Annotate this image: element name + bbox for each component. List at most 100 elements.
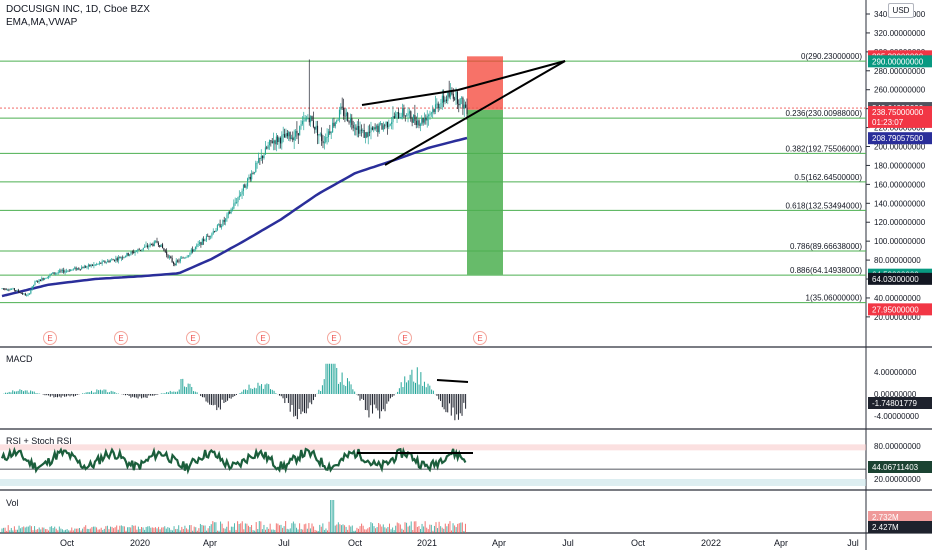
- candle-body: [396, 111, 398, 114]
- candle-body: [227, 212, 229, 215]
- candle-body: [236, 202, 238, 203]
- candle-body: [268, 140, 271, 146]
- candle-body: [397, 111, 400, 119]
- candle-body: [343, 107, 345, 116]
- candle-body: [38, 279, 40, 283]
- candle-body: [48, 275, 50, 278]
- rsi-tick-1: 20.00000000: [874, 475, 921, 484]
- candle-body: [214, 231, 216, 233]
- rising-wedge-drawing[interactable]: [361, 60, 566, 166]
- candle-body: [455, 91, 457, 100]
- candle-body: [100, 262, 102, 264]
- candle-body: [144, 246, 146, 248]
- candle-body: [76, 268, 79, 270]
- candle-body: [421, 118, 423, 125]
- candle-body: [347, 112, 349, 122]
- candle-body: [148, 246, 150, 247]
- candle-body: [177, 260, 179, 262]
- candle-body: [142, 247, 144, 250]
- candle-body: [24, 293, 26, 296]
- candle-body: [211, 233, 213, 237]
- candle-body: [437, 103, 439, 109]
- fib-label-4: 0.618(132.53494000): [785, 201, 862, 210]
- candle-body: [237, 197, 239, 203]
- time-tick-1: 2020: [130, 538, 150, 548]
- time-tick-7: Jul: [562, 538, 574, 548]
- symbol-title[interactable]: DOCUSIGN INC, 1D, Cboe BZX: [6, 4, 150, 15]
- earnings-marker-1: [114, 331, 128, 345]
- candle-body: [306, 118, 308, 120]
- price-axis[interactable]: 340.00000000320.00000000300.00000000280.…: [866, 10, 926, 484]
- price-tag-7: [868, 272, 932, 285]
- candle-body: [417, 120, 419, 126]
- currency-button[interactable]: USD: [888, 3, 914, 18]
- candle-body: [63, 269, 65, 273]
- candle-body: [447, 92, 449, 101]
- time-axis[interactable]: Oct 2020 Apr Jul Oct 2021 Apr Jul Oct 2022 Apr Jul: [60, 538, 859, 548]
- candle-body: [46, 277, 48, 279]
- earnings-marker-label-0: E: [47, 334, 52, 343]
- candle-body: [56, 272, 58, 274]
- candle-body: [290, 137, 293, 140]
- candle-body: [312, 120, 314, 127]
- candle-body: [220, 225, 223, 228]
- candle-body: [311, 116, 313, 121]
- candle-body: [415, 120, 417, 126]
- candle-body: [223, 220, 225, 222]
- candle-body: [285, 133, 287, 138]
- indicator-list[interactable]: EMA,MA,VWAP: [6, 17, 78, 28]
- candle-body: [229, 212, 231, 214]
- candle-body: [259, 158, 261, 159]
- candle-body: [82, 267, 84, 269]
- price-tick-label-12: 100.00000000: [874, 237, 926, 246]
- candle-body: [68, 270, 70, 272]
- candle-body: [151, 243, 153, 245]
- candle-body: [273, 140, 275, 144]
- candle-body: [92, 264, 94, 266]
- rsi-pane: [0, 444, 866, 486]
- candle-body: [52, 272, 54, 274]
- candle-body: [325, 137, 327, 143]
- macd-pane: [3, 363, 469, 421]
- candle-body: [289, 132, 291, 140]
- candle-body: [131, 251, 133, 253]
- candle-body: [296, 130, 298, 134]
- candle-body: [116, 258, 118, 261]
- candle-body: [406, 115, 408, 117]
- candle-body: [201, 239, 203, 245]
- candle-body: [212, 231, 214, 234]
- candle-body: [251, 173, 253, 180]
- candle-body: [75, 267, 77, 270]
- candle-body: [33, 284, 35, 287]
- candle-body: [279, 137, 282, 144]
- candle-body: [434, 104, 437, 112]
- earnings-marker-label-3: E: [260, 334, 265, 343]
- candle-body: [314, 126, 316, 130]
- candle-body: [1, 288, 3, 290]
- time-tick-5: 2021: [417, 538, 437, 548]
- candle-body: [456, 91, 458, 104]
- candle-body: [288, 132, 290, 137]
- candle-body: [450, 91, 452, 97]
- candle-body: [360, 129, 362, 131]
- candle-body: [118, 257, 120, 261]
- time-tick-8: Oct: [631, 538, 646, 548]
- earnings-marker-3: [256, 331, 270, 345]
- price-tag-rsi: [868, 461, 932, 473]
- macd-tick-2: -4.00000000: [874, 412, 919, 421]
- candle-body: [425, 117, 427, 121]
- candle-body: [168, 256, 170, 258]
- candle-body: [355, 127, 357, 130]
- candle-body: [105, 262, 107, 263]
- price-tag-label-3: 238.75000000: [872, 108, 924, 117]
- candle-body: [203, 239, 205, 242]
- fib-label-2: 0.382(192.75506000): [785, 144, 862, 153]
- candle-body: [219, 224, 221, 228]
- candle-body: [452, 93, 454, 99]
- candle-body: [183, 257, 186, 259]
- candle-body: [108, 260, 110, 263]
- candle-body: [403, 107, 405, 116]
- candle-body: [216, 225, 218, 231]
